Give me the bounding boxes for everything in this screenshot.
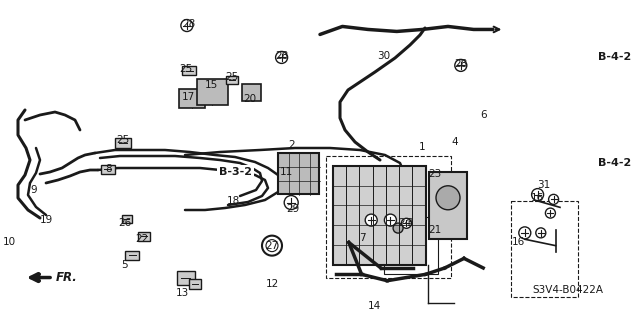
Text: B-3-2: B-3-2 [219, 167, 252, 177]
Text: B-4-2: B-4-2 [598, 158, 631, 168]
Bar [333, 166, 426, 265]
Bar [179, 89, 205, 108]
Bar [429, 172, 467, 239]
Text: 21: 21 [429, 225, 442, 235]
Bar [115, 138, 131, 148]
Text: 11: 11 [280, 167, 293, 177]
Text: 17: 17 [182, 92, 195, 102]
Bar [384, 217, 438, 274]
Circle shape [181, 19, 193, 32]
Text: 16: 16 [531, 193, 544, 203]
Text: 7: 7 [360, 233, 366, 243]
Circle shape [532, 189, 543, 201]
Text: 28: 28 [454, 59, 467, 69]
Text: 25: 25 [179, 63, 192, 74]
Circle shape [436, 186, 460, 210]
Text: 26: 26 [118, 218, 131, 228]
Circle shape [545, 208, 556, 218]
Circle shape [519, 227, 531, 239]
Text: 9: 9 [30, 185, 36, 195]
Text: 13: 13 [176, 288, 189, 299]
Circle shape [365, 214, 377, 226]
Circle shape [262, 236, 282, 256]
Text: 3: 3 [406, 218, 413, 228]
Text: 30: 30 [378, 51, 390, 61]
Text: 31: 31 [538, 180, 550, 190]
Bar [197, 79, 228, 105]
Bar [511, 201, 578, 297]
Bar [182, 66, 196, 75]
Text: 4: 4 [451, 137, 458, 147]
Text: 28: 28 [182, 19, 195, 29]
Text: 27: 27 [266, 241, 278, 251]
Text: 25: 25 [225, 71, 238, 82]
Bar [189, 279, 201, 289]
Text: 8: 8 [106, 164, 112, 174]
Text: B-4-2: B-4-2 [598, 52, 631, 62]
Text: 5: 5 [122, 260, 128, 270]
Text: 29: 29 [287, 204, 300, 214]
Bar [125, 251, 140, 260]
Text: 18: 18 [227, 196, 240, 206]
Text: 28: 28 [275, 51, 288, 61]
Text: 14: 14 [368, 301, 381, 311]
Circle shape [548, 194, 559, 204]
Circle shape [266, 240, 278, 252]
Circle shape [455, 59, 467, 71]
Circle shape [401, 218, 412, 228]
Bar [122, 215, 132, 224]
Circle shape [284, 196, 298, 210]
Bar [226, 76, 237, 84]
Text: 22: 22 [136, 234, 148, 244]
Text: 23: 23 [429, 169, 442, 179]
Bar [100, 165, 115, 174]
Bar [278, 153, 319, 194]
Text: 24: 24 [399, 218, 412, 228]
Text: 6: 6 [480, 110, 486, 120]
Circle shape [385, 214, 396, 226]
Text: 25: 25 [116, 135, 129, 145]
Text: 1: 1 [419, 142, 426, 152]
Text: 19: 19 [40, 215, 52, 225]
Text: S3V4-B0422A: S3V4-B0422A [533, 285, 604, 295]
Text: FR.: FR. [56, 271, 77, 284]
Circle shape [393, 223, 403, 233]
Bar [326, 156, 451, 278]
Text: 10: 10 [3, 237, 16, 248]
Text: 20: 20 [243, 94, 256, 104]
Text: 12: 12 [266, 279, 278, 289]
Text: 15: 15 [205, 79, 218, 90]
Text: 16: 16 [512, 237, 525, 248]
Circle shape [536, 228, 546, 238]
Circle shape [276, 51, 287, 63]
Text: 2: 2 [288, 140, 294, 150]
Bar [177, 271, 195, 285]
Bar [138, 232, 150, 241]
Bar [242, 84, 261, 101]
